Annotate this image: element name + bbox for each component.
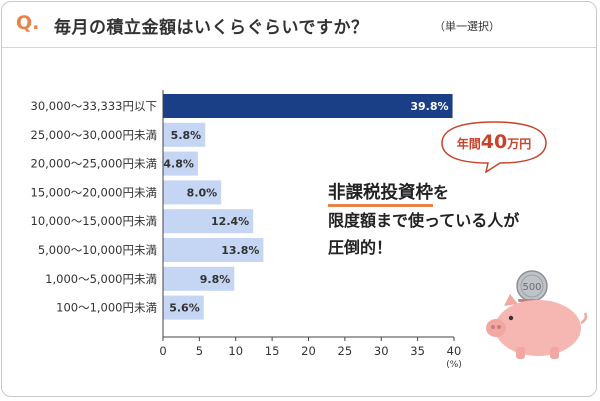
value-label-4: 12.4% [211,215,249,228]
bubble-text: 年間40万円 [438,131,550,153]
x-tick-label-8: 40 [447,344,462,358]
selection-note: （単一選択） [434,20,500,33]
bar-chart: 30,000〜33,333円以下 39.8% 25,000〜30,000円未満 5.8… [31,90,462,370]
bar-7 [163,295,204,320]
coin-label: 500 [522,282,541,293]
question-mark-label: Q. [16,12,40,34]
value-label-5: 13.8% [221,244,259,257]
x-tick-label-2: 10 [228,344,243,358]
callout-line-3: 圧倒的！ [328,238,393,257]
bubble-unit: 万円 [507,137,532,151]
bar-0 [163,94,453,118]
value-label-6: 9.8% [200,273,231,286]
bubble-number: 40 [480,131,508,153]
value-label-1: 5.8% [171,129,202,142]
x-tick-label-0: 0 [159,344,166,358]
callout-emphasis: 非課税投資枠 [328,183,433,207]
x-tick-label-7: 35 [410,344,425,358]
x-tick-label-4: 20 [301,344,316,358]
category-label-1: 25,000〜30,000円未満 [31,128,157,142]
annual-amount-bubble: 年間40万円 [438,119,550,173]
callout-line-2: 限度額まで使っている人が [328,211,520,230]
question-title: 毎月の積立金額はいくらぐらいですか？ [54,18,369,38]
category-label-5: 5,000〜10,000円未満 [38,243,157,257]
value-label-2: 4.8% [163,158,194,171]
x-tick-label-6: 30 [374,344,389,358]
bubble-pre: 年間 [456,137,481,151]
x-tick-label-3: 15 [265,344,280,358]
question-header: Q. 毎月の積立金額はいくらぐらいですか？ （単一選択） [2,2,596,48]
category-label-3: 15,000〜20,000円未満 [31,185,157,199]
category-label-6: 1,000〜5,000円未満 [45,272,157,286]
category-label-2: 20,000〜25,000円未満 [31,157,157,171]
value-label-7: 5.6% [169,302,200,315]
value-label-3: 8.0% [187,186,218,199]
bar-3 [163,180,222,205]
x-tick-label-5: 25 [338,344,353,358]
bar-4 [163,209,254,234]
x-tick-label-1: 5 [196,344,203,358]
callout-particle: を [433,183,450,202]
bar-2 [163,151,198,176]
bar-1 [163,122,206,147]
category-label-7: 100〜1,000円未満 [56,301,157,315]
piggy-bank-icon: 500 [486,270,588,359]
value-label-0: 39.8% [410,100,448,113]
speech-bubble-shape [441,121,547,173]
bar-6 [163,266,235,291]
x-unit-label: (%) [446,360,462,370]
callout-message: 非課税投資枠を 限度額まで使っている人が 圧倒的！ [328,179,548,261]
coin-icon: 500 [516,270,548,302]
category-label-0: 30,000〜33,333円以下 [31,99,157,113]
bar-5 [163,238,264,262]
category-label-4: 10,000〜15,000円未満 [31,214,157,228]
